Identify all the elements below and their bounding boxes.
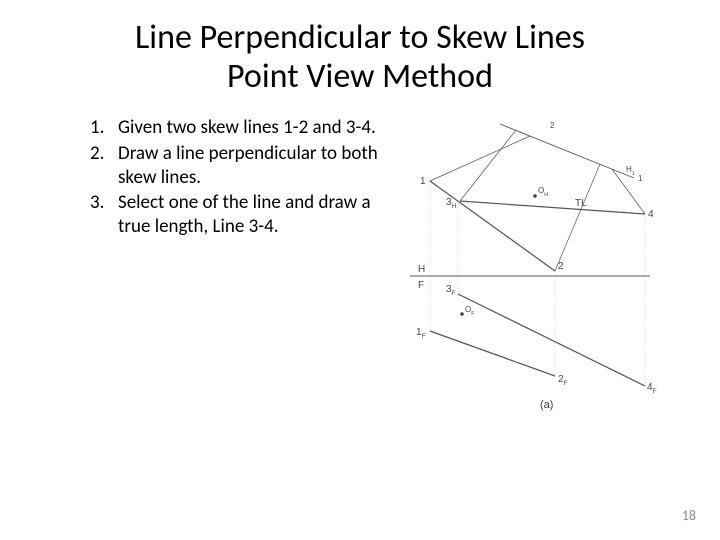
svg-text:1: 1 (420, 176, 426, 187)
svg-text:H: H (418, 264, 425, 275)
list-item: Given two skew lines 1-2 and 3-4. (90, 116, 390, 140)
content-row: Given two skew lines 1-2 and 3-4. Draw a… (0, 116, 720, 416)
list-item: Select one of the line and draw a true l… (90, 191, 390, 239)
page-number: 18 (682, 507, 696, 524)
svg-text:2: 2 (550, 121, 555, 130)
svg-text:F: F (418, 280, 424, 291)
svg-text:TL: TL (575, 198, 587, 209)
svg-text:(a): (a) (540, 399, 553, 411)
skew-lines-diagram: HFH11123H42OHTL1F2F3F4FOF(a) (400, 116, 660, 416)
steps-column: Given two skew lines 1-2 and 3-4. Draw a… (90, 116, 390, 416)
title-line-1: Line Perpendicular to Skew Lines (0, 18, 720, 57)
title-block: Line Perpendicular to Skew Lines Point V… (0, 0, 720, 116)
title-line-2: Point View Method (0, 57, 720, 96)
list-item: Draw a line perpendicular to both skew l… (90, 142, 390, 190)
steps-list: Given two skew lines 1-2 and 3-4. Draw a… (90, 116, 390, 239)
svg-text:1: 1 (638, 174, 643, 183)
figure-column: HFH11123H42OHTL1F2F3F4FOF(a) (400, 116, 660, 416)
svg-text:2: 2 (558, 261, 564, 272)
svg-text:4: 4 (648, 209, 654, 220)
